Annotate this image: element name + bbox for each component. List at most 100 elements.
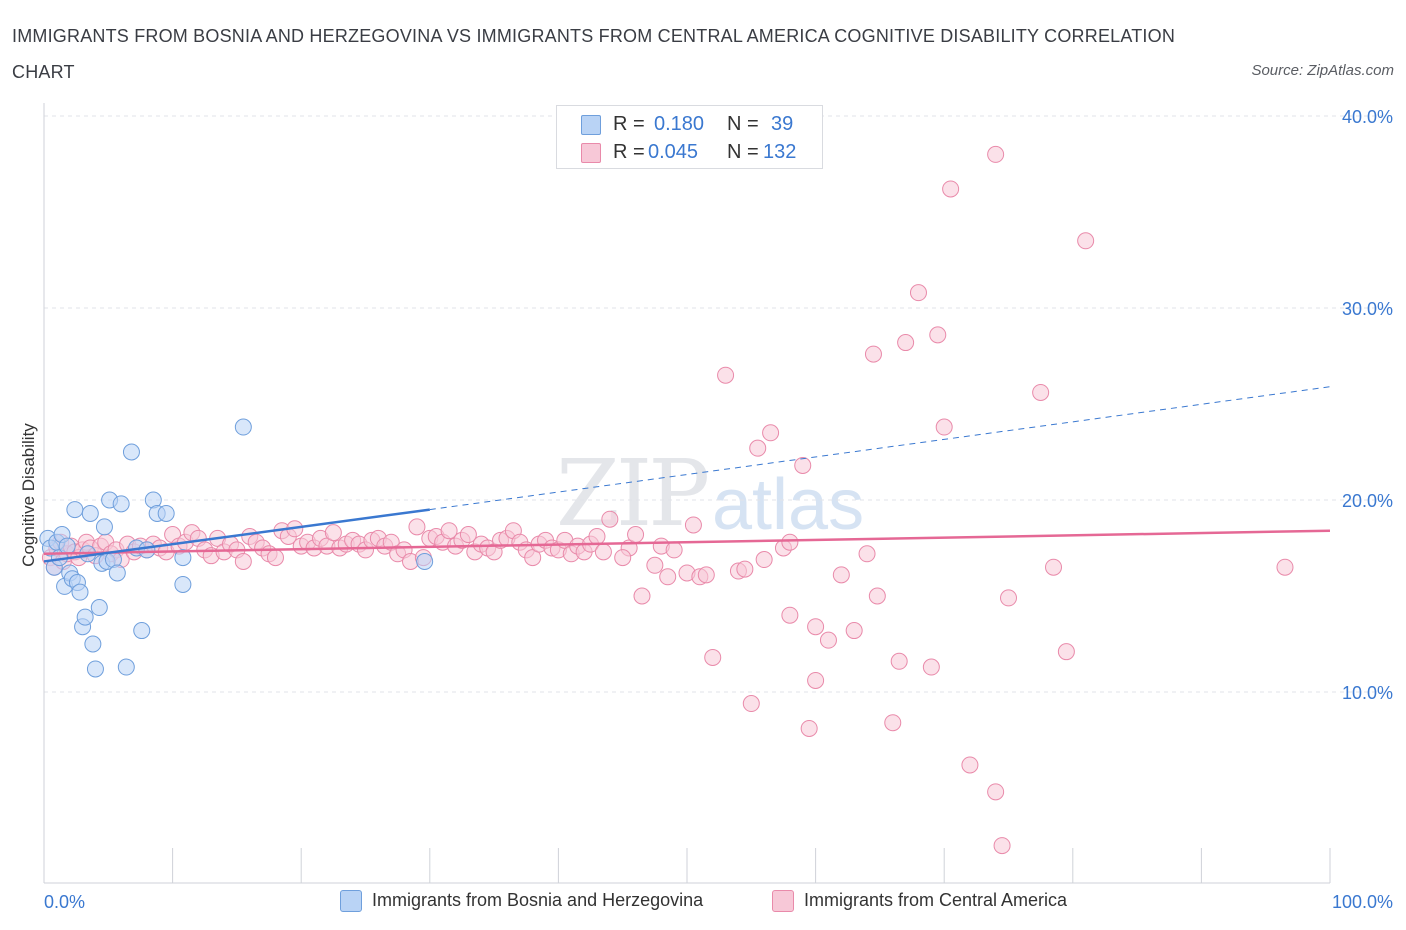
central-america-point [614,549,632,567]
central-america-point [736,560,754,578]
bosnia-point [90,599,108,617]
central-america-point [408,518,426,536]
central-america-point [440,522,458,540]
central-america-point [807,671,825,689]
central-america-point [697,566,715,584]
watermark-atlas: atlas [712,465,865,545]
central-america-point [324,524,342,542]
r-label: R = [613,113,645,135]
central-america-point [1032,383,1050,401]
central-america-point [627,526,645,544]
central-america-point [1057,643,1075,661]
central-america-point [588,527,606,545]
bosnia-point [117,658,135,676]
central-america-point [749,439,767,457]
central-america-point [800,719,818,737]
chart-title: IMMIGRANTS FROM BOSNIA AND HERZEGOVINA V… [12,26,1176,82]
central-america-point [781,533,799,551]
central-america-point [646,556,664,574]
central-america-point [459,526,477,544]
r-value: 0.045 [648,141,699,163]
bosnia-point [58,537,76,555]
central-america-point [832,566,850,584]
bosnia-point [112,495,130,513]
central-america-point [858,545,876,563]
y-tick-label: 40.0% [1342,107,1393,127]
bosnia-point [81,504,99,522]
bosnia-point [84,635,102,653]
central-america-point [704,648,722,666]
bosnia-trendline [43,508,430,563]
central-america-legend-swatch [772,890,794,912]
bosnia-point [76,608,94,626]
central-america-point [601,510,619,528]
central-america-point [897,334,915,352]
bosnia-point [71,583,89,601]
central-america-point [929,326,947,344]
bosnia-point [66,501,84,519]
y-tick-label: 30.0% [1342,299,1393,319]
bosnia-swatch [581,115,601,135]
bosnia-point [133,622,151,640]
central-america-point [742,695,760,713]
bosnia-point [122,443,140,461]
central-america-point [909,284,927,302]
n-label: N = [727,141,759,163]
stats-legend: R = 0.180 N = 39 R = 0.045 N = 132 [556,105,823,169]
r-value: 0.180 [654,113,705,135]
y-tick-label: 20.0% [1342,491,1393,511]
central-america-point [884,714,902,732]
n-value: 132 [763,141,797,163]
bosnia-point [138,541,156,559]
central-america-point [755,551,773,569]
n-label: N = [727,113,759,135]
central-america-point [1045,558,1063,576]
r-label: R = [613,141,645,163]
central-america-point [234,552,252,570]
central-america-point [717,366,735,384]
bosnia-point [416,552,434,570]
central-america-legend-label: Immigrants from Central America [804,890,1068,910]
n-value: 39 [771,113,794,135]
x-tick-label-min: 0.0% [44,892,85,912]
central-america-swatch [581,143,601,163]
central-america-point [993,837,1011,855]
central-america-point [594,543,612,561]
bosnia-point [174,549,192,567]
central-america-point [1000,589,1017,607]
central-america-point [961,756,979,774]
central-america-point [781,606,799,624]
central-america-point [1077,232,1095,250]
central-america-point [845,622,863,640]
bosnia-point [234,418,252,436]
bosnia-point [108,564,126,582]
source-label: Source: ZipAtlas.com [1251,62,1394,79]
bosnia-point [174,575,192,593]
y-tick-label: 10.0% [1342,683,1393,703]
central-america-point [684,516,702,534]
central-america-point [762,424,780,442]
central-america-point [890,652,908,670]
central-america-point [807,618,825,636]
central-america-point [659,568,677,586]
central-america-point [794,456,812,474]
central-america-point [665,541,683,559]
central-america-point [942,180,960,198]
central-america-trendline [43,529,1331,556]
central-america-point [935,418,953,436]
x-tick-label-max: 100.0% [1332,892,1393,912]
central-america-point [266,549,284,567]
central-america-point [1276,558,1294,576]
central-america-point [633,587,651,605]
bosnia-legend-label: Immigrants from Bosnia and Herzegovina [372,890,704,910]
y-axis-label: Cognitive Disability [19,423,38,567]
bosnia-point [157,504,175,522]
bosnia-point [86,660,104,678]
bosnia-trendline-extension [429,386,1331,511]
central-america-point [868,587,886,605]
central-america-point [987,783,1005,801]
bosnia-point [95,518,113,536]
central-america-point [987,145,1005,163]
central-america-point [922,658,940,676]
